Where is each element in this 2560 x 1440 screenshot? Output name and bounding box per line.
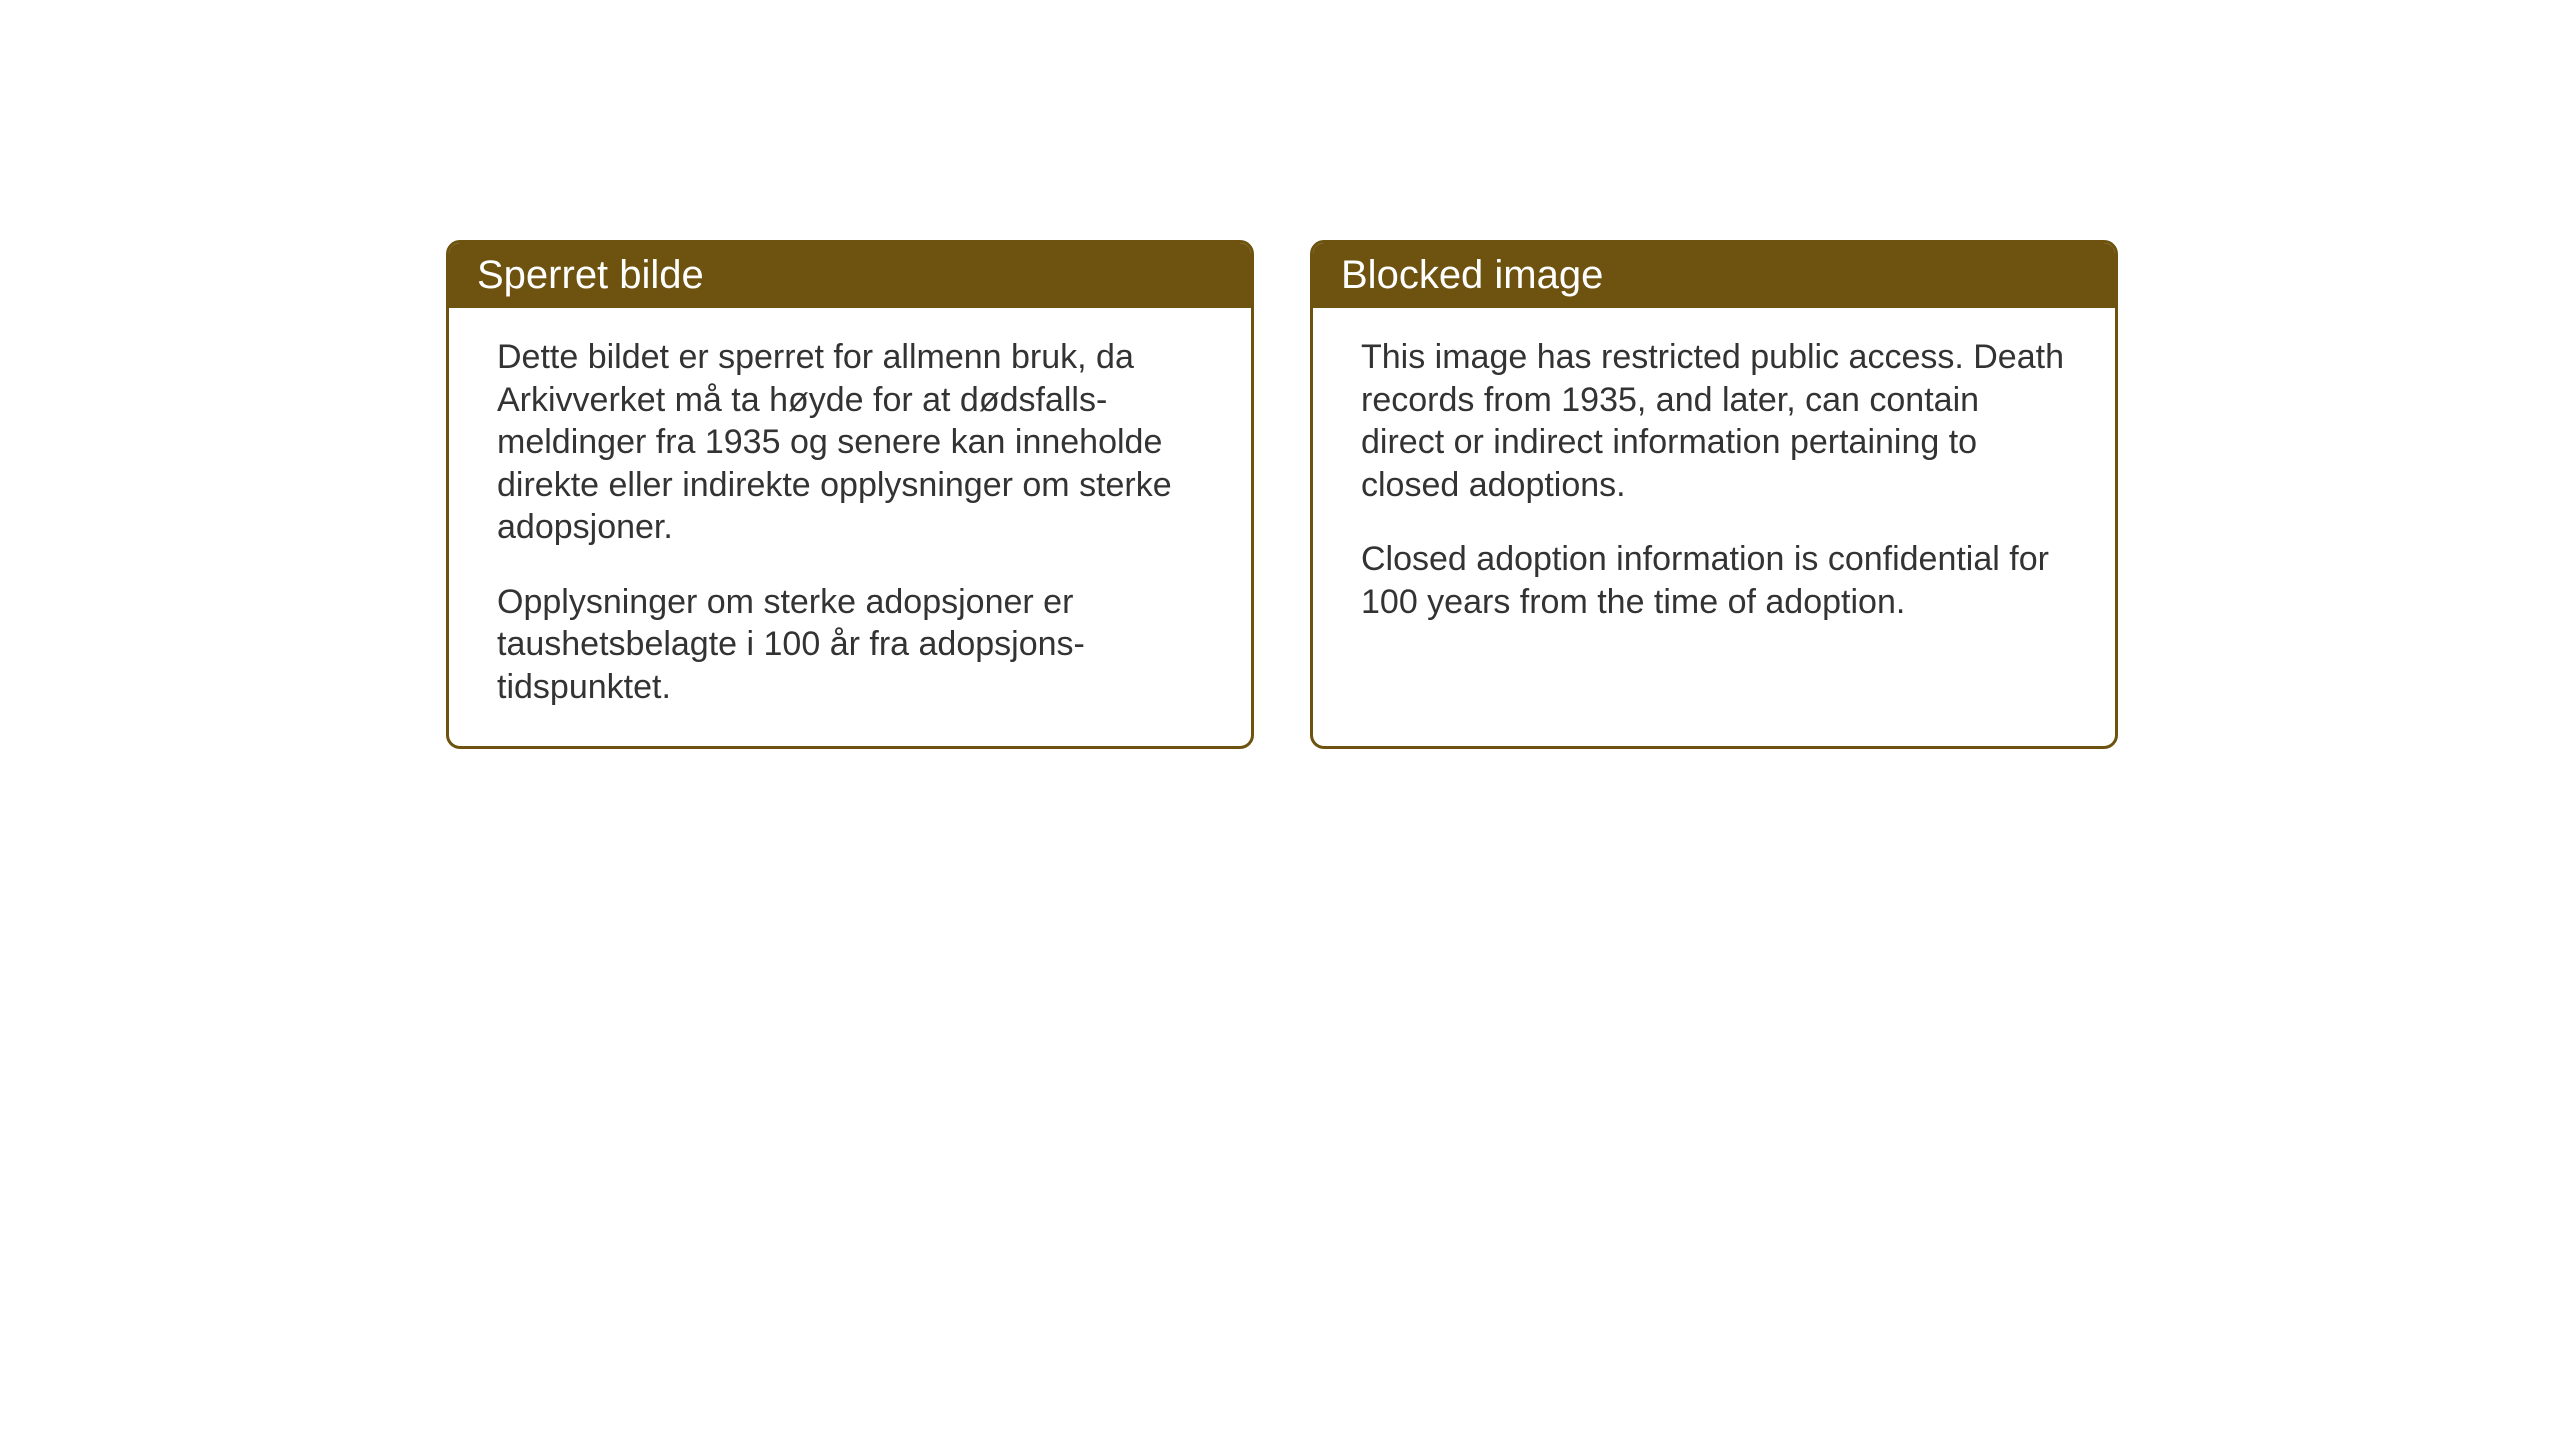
card-body-english: This image has restricted public access.… — [1313, 308, 2115, 661]
card-body-norwegian: Dette bildet er sperret for allmenn bruk… — [449, 308, 1251, 746]
cards-container: Sperret bilde Dette bildet er sperret fo… — [446, 240, 2118, 749]
card-header-norwegian: Sperret bilde — [449, 243, 1251, 308]
card-paragraph-1-norwegian: Dette bildet er sperret for allmenn bruk… — [497, 336, 1203, 549]
card-header-english: Blocked image — [1313, 243, 2115, 308]
card-norwegian: Sperret bilde Dette bildet er sperret fo… — [446, 240, 1254, 749]
card-english: Blocked image This image has restricted … — [1310, 240, 2118, 749]
card-paragraph-2-english: Closed adoption information is confident… — [1361, 538, 2067, 623]
card-paragraph-2-norwegian: Opplysninger om sterke adopsjoner er tau… — [497, 581, 1203, 709]
card-paragraph-1-english: This image has restricted public access.… — [1361, 336, 2067, 506]
